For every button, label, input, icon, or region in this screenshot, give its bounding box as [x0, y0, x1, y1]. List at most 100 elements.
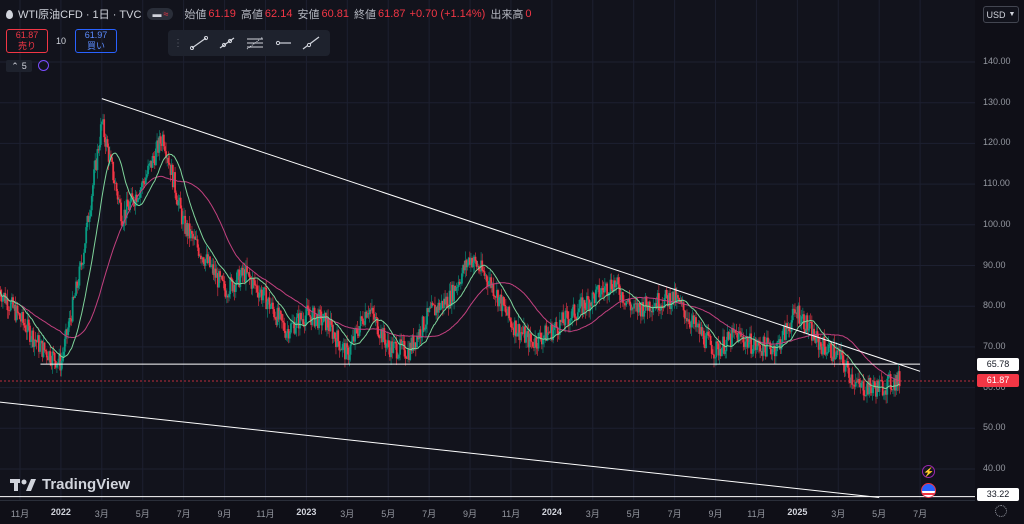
sell-button[interactable]: 61.87 売り [6, 29, 48, 53]
extended-line-icon[interactable] [300, 34, 322, 52]
time-axis-label: 7月 [422, 507, 436, 520]
candle-body [851, 374, 853, 384]
candle-body [516, 334, 518, 337]
price-axis-label: 40.00 [983, 463, 1006, 473]
sell-label: 売り [7, 41, 47, 52]
candle-body [592, 293, 594, 306]
time-axis-label: 5月 [381, 507, 395, 520]
candle-body [712, 354, 714, 355]
ray-tool-icon[interactable] [216, 34, 238, 52]
logo-text: TradingView [42, 476, 130, 493]
us-flag-event-icon[interactable] [921, 483, 936, 498]
candle-body [602, 288, 604, 290]
candle-body [148, 164, 150, 166]
candle-body [273, 309, 275, 317]
candle-body [290, 323, 292, 332]
candle-body [625, 301, 627, 306]
candle-body [90, 210, 92, 216]
candle-body [666, 290, 668, 296]
candle-body [830, 343, 832, 358]
candle-body [119, 199, 121, 202]
candle-body [863, 381, 865, 395]
visibility-toggle[interactable]: ▬ ≈ [147, 8, 173, 20]
time-axis-label: 11月 [256, 507, 274, 520]
indicator-settings-icon[interactable] [38, 60, 49, 71]
candle-body [77, 286, 79, 288]
candle-body [61, 361, 63, 371]
horizontal-ray-icon[interactable] [272, 34, 294, 52]
candle-body [775, 351, 777, 356]
time-axis-label: 3月 [95, 507, 109, 520]
candle-body [486, 275, 488, 281]
candle-body [349, 355, 351, 360]
candle-body [146, 174, 148, 177]
candle-body [493, 283, 495, 296]
candle-body [535, 337, 537, 347]
candle-body [395, 342, 397, 343]
close-label: 終値 [354, 6, 376, 22]
candle-body [202, 257, 204, 262]
indicator-collapse-button[interactable]: ⌃ 5 [6, 60, 32, 72]
grid-lines [0, 0, 975, 500]
time-axis-label: 3月 [586, 507, 600, 520]
candle-body [338, 341, 340, 350]
candle-body [750, 333, 752, 353]
price-chart[interactable] [0, 0, 975, 500]
candle-body [707, 332, 709, 336]
candle-body [837, 351, 839, 352]
candle-body [820, 342, 822, 346]
trend-line-icon[interactable] [188, 34, 210, 52]
drag-handle-icon[interactable]: ⋮ [174, 34, 182, 52]
open-value: 61.19 [208, 8, 236, 20]
candle-body [67, 327, 69, 335]
currency-selector[interactable]: USD ▼ [983, 6, 1019, 23]
price-axis-label: 130.00 [983, 97, 1011, 107]
candle-body [100, 124, 102, 145]
candle-body [164, 146, 166, 151]
candle-body [615, 282, 617, 287]
candle-body [751, 353, 753, 354]
candle-body [85, 227, 87, 243]
candle-body [710, 336, 712, 345]
candle-body [281, 314, 283, 321]
buy-button[interactable]: 61.97 買い [75, 29, 117, 53]
candle-body [337, 330, 339, 341]
tradingview-logo[interactable]: TradingView [10, 476, 130, 493]
candle-body [430, 308, 432, 309]
price-axis-label: 70.00 [983, 341, 1006, 351]
candle-body [570, 318, 572, 321]
candle-body [827, 352, 829, 353]
candle-body [552, 330, 554, 340]
currency-label: USD [987, 10, 1006, 20]
axis-settings-gear-icon[interactable] [995, 505, 1007, 517]
volume-value: 0 [525, 8, 531, 20]
candle-body [508, 307, 510, 319]
candle-body [160, 136, 162, 143]
chart-pane[interactable]: WTI原油CFD · 1日 · TVC ▬ ≈ 始値 61.19 高値 62.1… [0, 0, 975, 500]
candle-body [595, 290, 597, 303]
fib-levels-icon[interactable] [244, 34, 266, 52]
time-axis-label: 9月 [463, 507, 477, 520]
price-axis-label: 80.00 [983, 300, 1006, 310]
candle-body [322, 322, 324, 325]
ma-fast-line [0, 153, 900, 388]
candle-body [323, 314, 325, 322]
candle-body [210, 266, 212, 267]
candle-body [113, 180, 115, 183]
candle-body [860, 383, 862, 388]
high-value: 62.14 [265, 8, 293, 20]
support-price-tag: 65.78 [977, 358, 1019, 371]
candle-body [892, 390, 894, 391]
candle-body [813, 329, 815, 339]
candle-body [262, 295, 264, 300]
candle-body [175, 193, 177, 200]
oil-drop-icon [6, 10, 13, 19]
flash-event-icon[interactable]: ⚡ [922, 465, 935, 478]
symbol-title[interactable]: WTI原油CFD · 1日 · TVC [18, 6, 141, 22]
candle-body [767, 338, 769, 343]
candle-body [138, 198, 140, 199]
candle-body [18, 313, 20, 314]
